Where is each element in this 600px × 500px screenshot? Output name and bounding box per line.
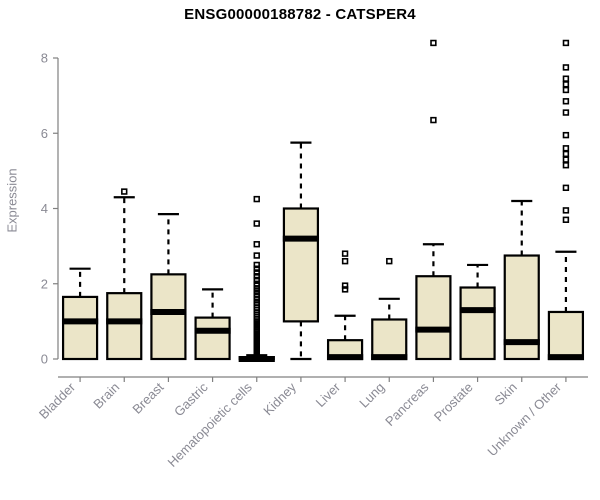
outlier-point	[341, 286, 349, 293]
x-tick-label: Gastric	[171, 379, 211, 419]
outlier-point	[253, 273, 260, 280]
box-plot-item	[238, 195, 275, 362]
outlier-point	[386, 257, 393, 265]
outlier-point	[562, 184, 570, 192]
outlier-point	[562, 156, 570, 163]
outlier-point	[253, 261, 260, 269]
box-plot-item	[282, 141, 320, 361]
outlier-point	[341, 257, 349, 265]
box-plot-item	[106, 188, 143, 361]
box-plot-item	[547, 39, 585, 361]
outlier-point	[562, 109, 570, 116]
outlier-point	[562, 98, 570, 105]
outlier-point	[562, 64, 570, 71]
axis-group	[53, 57, 588, 382]
box-rect	[547, 310, 585, 361]
outlier-point	[562, 207, 570, 214]
box-rect	[282, 207, 320, 323]
box-rect	[459, 286, 496, 361]
box-plot-item	[326, 250, 364, 361]
box-rect	[150, 273, 187, 361]
y-tick-label: 8	[41, 51, 48, 66]
box-rect	[106, 292, 143, 361]
box-plot-item	[61, 267, 99, 361]
outlier-point	[253, 276, 260, 284]
y-tick-label: 4	[41, 201, 48, 216]
box-plot-item	[503, 199, 540, 361]
x-tick-label: Hematopoietic cells	[165, 379, 256, 470]
box-rect	[61, 295, 99, 361]
outlier-point	[562, 75, 570, 82]
outlier-point	[253, 220, 260, 227]
outlier-point	[341, 250, 349, 257]
outlier-point	[253, 265, 260, 272]
outlier-point	[562, 162, 570, 169]
x-tick-label: Liver	[313, 379, 344, 410]
outlier-point	[430, 39, 437, 47]
box-rect	[371, 318, 408, 361]
x-tick-label: Pancreas	[382, 379, 432, 429]
y-tick-label: 6	[41, 126, 48, 141]
x-tick-label: Skin	[491, 380, 519, 408]
outlier-point	[562, 216, 570, 223]
box-plot-item	[415, 39, 452, 361]
x-tick-label: Kidney	[260, 379, 299, 418]
outlier-point	[430, 116, 437, 124]
outlier-point	[562, 150, 570, 158]
x-tick-label: Brain	[90, 380, 122, 412]
outlier-point	[253, 252, 260, 259]
outlier-point	[253, 269, 260, 276]
outlier-point	[562, 131, 570, 139]
y-tick-labels: 0 2 4 6 8	[41, 51, 48, 367]
y-tick-label: 0	[41, 352, 48, 367]
outlier-point	[341, 282, 349, 289]
box-rect	[194, 316, 231, 361]
x-tick-label: Lung	[356, 380, 387, 411]
outlier-point	[562, 86, 570, 94]
box-plot-item	[459, 263, 496, 361]
outlier-point	[121, 188, 128, 195]
x-tick-label: Breast	[129, 379, 166, 416]
box-plot-item	[150, 213, 187, 361]
outlier-point	[562, 39, 570, 47]
box-rect	[415, 275, 452, 361]
outlier-point	[253, 195, 260, 203]
y-tick-label: 2	[41, 276, 48, 291]
box-plot-item	[371, 257, 408, 361]
x-tick-label: Prostate	[431, 380, 476, 425]
outlier-point	[253, 351, 260, 358]
box-plot-item	[194, 288, 231, 361]
box-series	[61, 39, 585, 362]
outlier-point	[253, 241, 260, 248]
chart-title: ENSG00000188782 - CATSPER4	[184, 6, 416, 23]
outlier-point	[562, 81, 570, 88]
outlier-point	[562, 145, 570, 152]
x-tick-label: Bladder	[36, 379, 79, 422]
